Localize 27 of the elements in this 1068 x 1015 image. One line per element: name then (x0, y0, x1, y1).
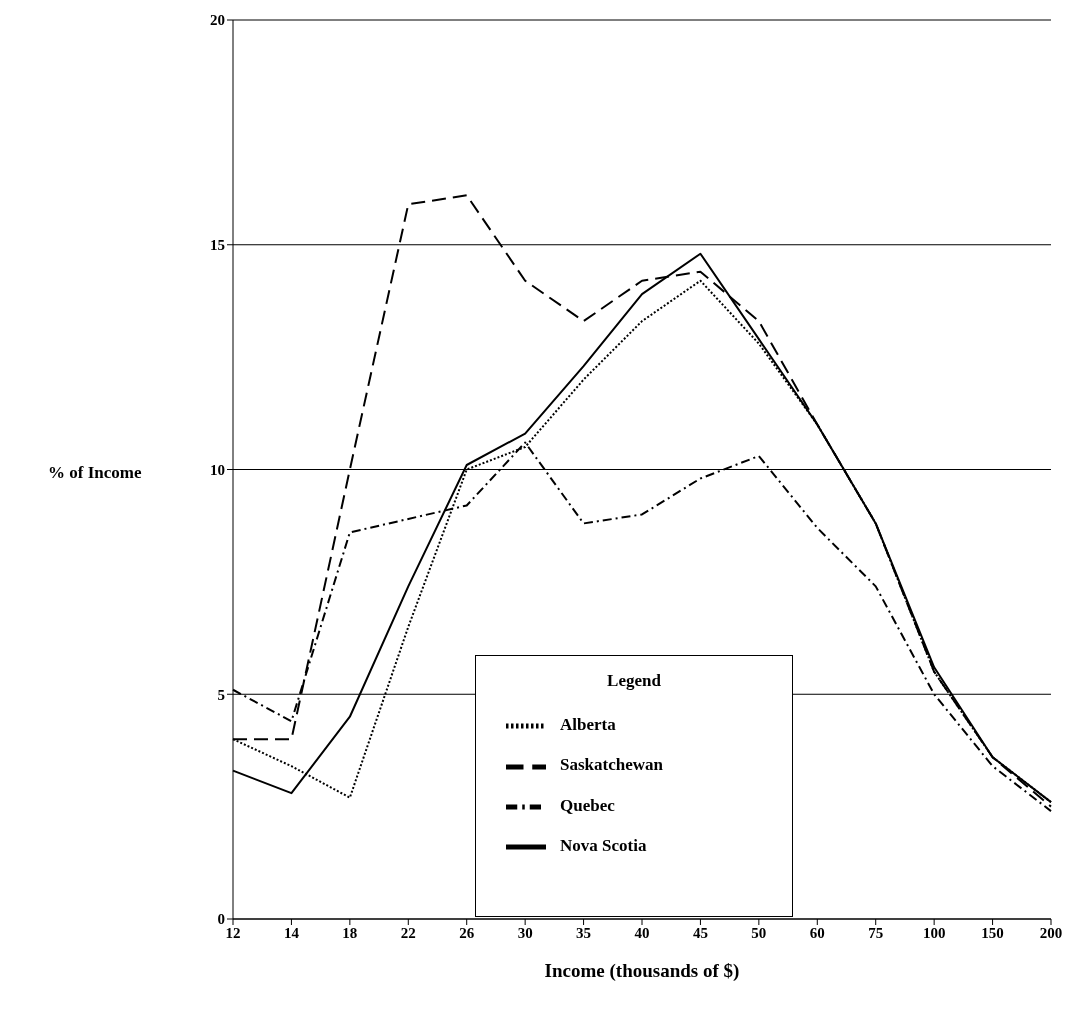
x-tick-label: 100 (922, 924, 946, 941)
legend-label: Nova Scotia (560, 835, 647, 855)
x-tick-label: 150 (981, 924, 1004, 941)
y-tick-label: 0 (217, 911, 225, 928)
legend-title: Legend (606, 671, 662, 691)
legend-label: Saskatchewan (560, 755, 663, 775)
x-tick-label: 35 (576, 924, 592, 941)
x-tick-label: 60 (809, 924, 825, 941)
x-tick-label: 200 (1039, 924, 1063, 941)
x-tick-label: 14 (283, 924, 300, 941)
x-tick-label: 26 (459, 924, 475, 941)
y-tick-label: 15 (210, 237, 225, 254)
y-tick-label: 5 (217, 686, 225, 703)
x-axis-title: Income (thousands of $) (544, 960, 740, 982)
x-tick-label: 40 (634, 924, 650, 941)
y-tick-label: 10 (210, 461, 225, 478)
x-tick-label: 45 (692, 924, 708, 941)
x-tick-label: 22 (400, 924, 416, 941)
legend-label: Quebec (560, 795, 615, 815)
y-tick-label: 20 (210, 12, 225, 29)
x-tick-label: 75 (868, 924, 884, 941)
x-tick-label: 12 (225, 924, 241, 941)
y-axis-title: % of Income (48, 463, 142, 483)
x-tick-label: 50 (751, 924, 767, 941)
legend-label: Alberta (560, 715, 616, 734)
x-tick-label: 18 (342, 924, 358, 941)
x-tick-label: 30 (517, 924, 533, 941)
